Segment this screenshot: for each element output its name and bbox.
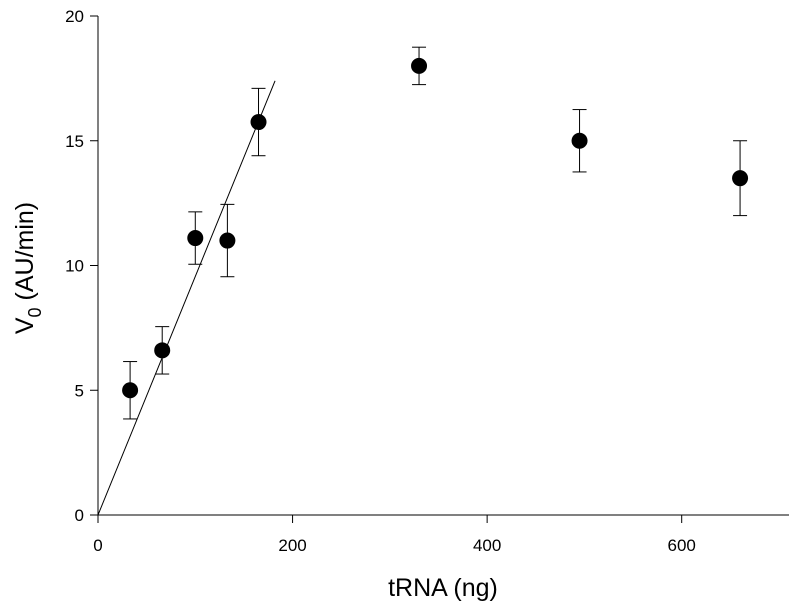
x-axis-title: tRNA (ng) bbox=[388, 574, 498, 602]
x-tick-label: 200 bbox=[278, 536, 306, 555]
error-bars bbox=[123, 46, 748, 420]
data-point bbox=[732, 170, 749, 187]
y-tick-label: 10 bbox=[65, 257, 84, 276]
data-point bbox=[219, 232, 236, 249]
data-point bbox=[411, 57, 428, 74]
y-tick-label: 0 bbox=[75, 506, 84, 525]
y-axis-title: V0 (AU/min) bbox=[11, 202, 45, 334]
x-tick-label: 600 bbox=[668, 536, 696, 555]
data-points bbox=[122, 57, 749, 399]
x-ticks: 0 200 400 600 bbox=[93, 515, 696, 555]
y-axis-title-main: V bbox=[11, 317, 39, 334]
y-axis-title-subscript: 0 bbox=[25, 307, 45, 317]
y-axis-title-rest: (AU/min) bbox=[11, 202, 39, 308]
fit-line-group bbox=[97, 80, 276, 516]
y-tick-label: 5 bbox=[75, 381, 84, 400]
x-tick-label: 400 bbox=[473, 536, 501, 555]
x-tick-label: 0 bbox=[93, 536, 102, 555]
fit-line bbox=[97, 80, 276, 516]
data-point bbox=[187, 230, 204, 247]
data-point bbox=[154, 342, 171, 359]
y-tick-label: 20 bbox=[65, 7, 84, 26]
data-point bbox=[250, 114, 267, 131]
y-tick-label: 15 bbox=[65, 132, 84, 151]
data-point bbox=[122, 382, 139, 399]
data-point bbox=[571, 132, 588, 149]
axes bbox=[97, 16, 789, 516]
y-ticks: 0 5 10 15 20 bbox=[65, 7, 98, 525]
